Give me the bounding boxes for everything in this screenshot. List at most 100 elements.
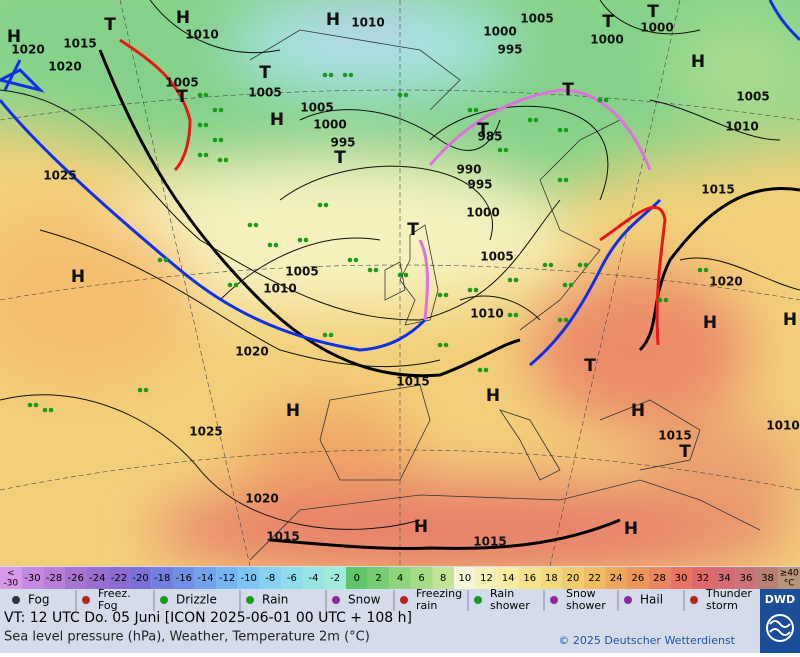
- scale-cell: [129, 567, 152, 589]
- scale-cell: [86, 567, 109, 589]
- scale-cell: [583, 567, 606, 589]
- rain-symbol: [477, 367, 483, 373]
- symbol-label: Hail: [640, 593, 663, 607]
- rain-symbol: [157, 257, 163, 263]
- rain-symbol: [328, 332, 334, 338]
- symbol-label-line: shower: [566, 599, 606, 612]
- isobar-label: 1010: [185, 28, 218, 42]
- rain-symbol: [703, 267, 709, 273]
- isobar-label: 1010: [766, 419, 799, 433]
- isobar-label: 1005: [480, 250, 513, 264]
- symbol-label-line: storm: [706, 599, 738, 612]
- scale-label: 32: [696, 573, 709, 584]
- scale-cell: [345, 567, 368, 589]
- rain-symbol: [497, 147, 503, 153]
- rain-symbol: [323, 202, 329, 208]
- isobar-label: 995: [330, 136, 355, 150]
- warm-front: [599, 205, 667, 346]
- copyright: © 2025 Deutscher Wetterdienst: [558, 634, 735, 647]
- isobars: [0, 0, 800, 530]
- isobar-label: 1025: [189, 425, 222, 439]
- logo-icon: [769, 620, 791, 636]
- isobar-label: 1010: [351, 16, 384, 30]
- symbol-icon: [690, 596, 698, 604]
- pressure-center: T: [679, 442, 691, 462]
- scale-cell: [735, 567, 757, 589]
- pressure-center: T: [602, 12, 614, 32]
- symbol-label-line: shower: [490, 599, 530, 612]
- scale-label: -30: [24, 573, 40, 584]
- symbol-icon: [474, 596, 482, 604]
- isobar-label: 1005: [165, 76, 198, 90]
- scale-label: -16: [176, 573, 192, 584]
- isobar-label: 985: [477, 130, 502, 144]
- rain-symbol: [322, 72, 328, 78]
- rain-symbol: [437, 342, 443, 348]
- temperature-scale: <-30 -30 -28 -26 -24 -22 -20 -18 -16 -14 -12 -10 -8-…: [0, 567, 800, 589]
- logo-box: [760, 589, 800, 653]
- pressure-center: T: [176, 87, 188, 107]
- pressure-center: H: [270, 110, 284, 130]
- scale-cell: [497, 567, 519, 589]
- rain-symbol: [507, 277, 513, 283]
- isobar-label: 1000: [466, 206, 499, 220]
- rain-symbol: [467, 287, 473, 293]
- scale-label: -28: [46, 573, 62, 584]
- scale-cell: [172, 567, 195, 589]
- rain-symbol: [218, 137, 224, 143]
- symbol-label: Freez. Fog: [98, 587, 131, 612]
- isobar-label: 995: [497, 43, 522, 57]
- scale-cell: [302, 567, 325, 589]
- rain-symbol: [557, 177, 563, 183]
- scale-cell: [64, 567, 87, 589]
- scale-cell: [454, 567, 476, 589]
- rain-symbol: [203, 122, 209, 128]
- isobar-label: 1010: [263, 282, 296, 296]
- pressure-center: H: [486, 386, 500, 406]
- description: Sea level pressure (hPa), Weather, Tempe…: [4, 630, 370, 645]
- rain-symbol: [467, 107, 473, 113]
- scale-label: 6: [418, 573, 424, 584]
- scale-label: 16: [523, 573, 536, 584]
- isobar-label: 1015: [701, 183, 734, 197]
- rain-symbol: [583, 262, 589, 268]
- pressure-center: H: [176, 8, 190, 28]
- rain-symbol: [27, 402, 33, 408]
- scale-cell: [518, 567, 541, 589]
- scale-label: -2: [330, 573, 340, 584]
- rain-symbol: [568, 282, 574, 288]
- scale-cell: [367, 567, 390, 589]
- scale-label: 22: [588, 573, 601, 584]
- pressure-center: H: [691, 52, 705, 72]
- rain-symbol: [227, 282, 233, 288]
- pressure-center: H: [703, 313, 717, 333]
- scale-cell: [756, 567, 779, 589]
- scale-label: 8: [440, 573, 446, 584]
- cold-front: [768, 0, 800, 42]
- scale-cell: [691, 567, 714, 589]
- scale-cell: [670, 567, 692, 589]
- scale-cell: [648, 567, 671, 589]
- rain-symbol: [542, 262, 548, 268]
- scale-label: -6: [287, 573, 297, 584]
- scale-label: ≥40: [780, 569, 799, 579]
- isobar-label: 1005: [520, 12, 553, 26]
- scale-label: 12: [480, 573, 493, 584]
- scale-label: 18: [545, 573, 558, 584]
- scale-label: 30: [675, 573, 688, 584]
- rain-symbol: [527, 117, 533, 123]
- scale-label: -24: [89, 573, 105, 584]
- rain-symbol: [577, 262, 583, 268]
- scale-label: 14: [502, 573, 515, 584]
- scale-label: 34: [718, 573, 731, 584]
- scale-label: 20: [567, 573, 580, 584]
- isobar-label: 1005: [285, 265, 318, 279]
- symbol-icon: [400, 596, 408, 604]
- valid-time: VT: 12 UTC Do. 05 Juni [ICON 2025-06-01 …: [4, 610, 412, 626]
- scale-cell: [324, 567, 346, 589]
- isobar-label: 1015: [396, 375, 429, 389]
- isobar-label: 1015: [63, 37, 96, 51]
- rain-symbol: [322, 332, 328, 338]
- rain-symbol: [437, 292, 443, 298]
